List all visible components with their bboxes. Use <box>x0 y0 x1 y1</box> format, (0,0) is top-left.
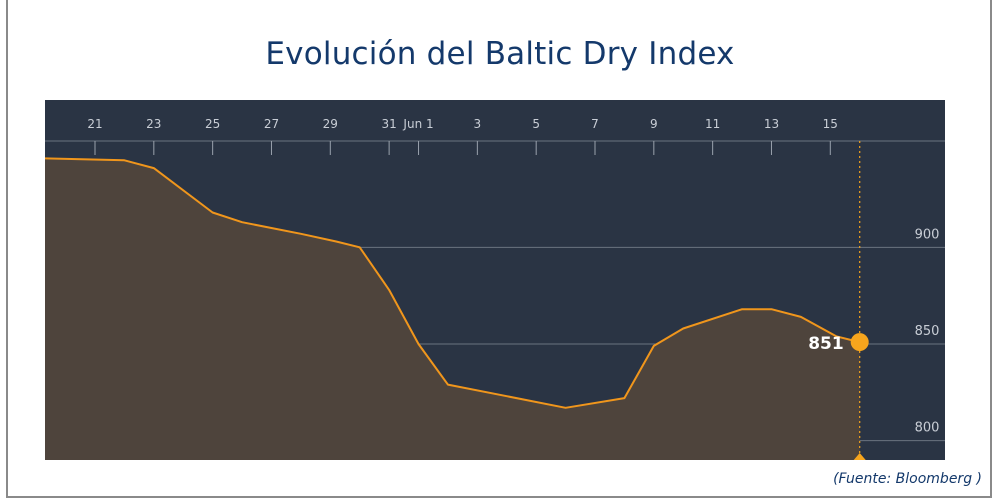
source-note: (Fuente: Bloomberg ) <box>833 471 982 487</box>
x-tick-label: 3 <box>474 117 482 131</box>
x-tick-label: 13 <box>764 117 779 131</box>
x-tick-label: 21 <box>87 117 102 131</box>
x-tick-label: 23 <box>146 117 161 131</box>
x-tick-label: 7 <box>591 117 599 131</box>
x-tick-label: 5 <box>532 117 540 131</box>
y-tick-label: 850 <box>915 324 940 339</box>
x-tick-label: 25 <box>205 117 220 131</box>
x-tick-label: Jun 1 <box>402 117 433 131</box>
crosshair-pointer <box>853 453 866 460</box>
highlight-value-label: 851 <box>808 334 844 354</box>
x-tick-label: 27 <box>264 117 279 131</box>
series-area <box>45 158 860 460</box>
x-tick-label: 31 <box>381 117 396 131</box>
y-tick-label: 800 <box>915 421 940 436</box>
x-tick-label: 11 <box>705 117 720 131</box>
x-tick-label: 29 <box>323 117 338 131</box>
series-line <box>45 157 860 409</box>
baltic-dry-index-chart: 21 23 25 27 29 31 Jun 1 3 5 7 9 11 13 15 800 850 900 85… <box>45 100 945 460</box>
x-tick-label: 15 <box>823 117 838 131</box>
chart-title: Evolución del Baltic Dry Index <box>265 36 735 72</box>
y-tick-label: 900 <box>915 227 940 242</box>
x-tick-label: 9 <box>650 117 658 131</box>
figure-frame <box>6 0 992 498</box>
highlight-marker <box>850 333 869 352</box>
